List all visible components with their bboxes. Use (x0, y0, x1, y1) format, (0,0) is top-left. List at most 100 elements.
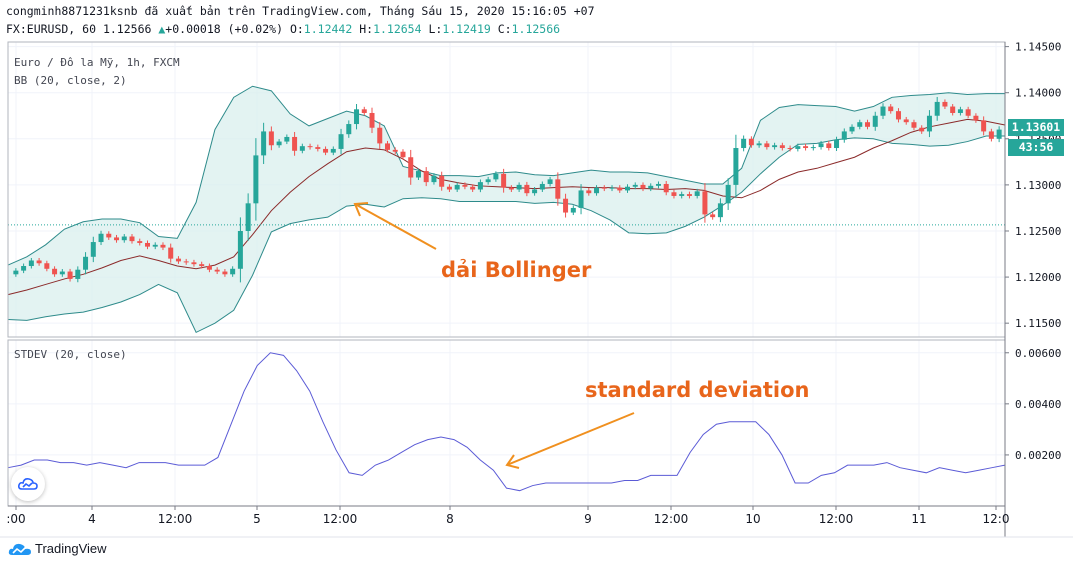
candle-body (988, 131, 994, 139)
candle-body (547, 179, 553, 184)
bollinger-annotation: dải Bollinger (441, 258, 592, 282)
candle-body (934, 101, 940, 116)
bb-indicator-label: BB (20, close, 2) (14, 74, 127, 87)
candle-body (555, 179, 561, 199)
candle-body (640, 184, 646, 189)
candle-body (508, 187, 514, 190)
candle-body (895, 111, 901, 120)
candle-body (361, 109, 367, 113)
candle-body (36, 260, 42, 264)
candle-body (222, 271, 228, 275)
candle-body (586, 190, 592, 194)
candle-body (919, 127, 925, 132)
x-tick-label: 10 (745, 512, 760, 526)
candle-body (462, 184, 468, 187)
candle-body (779, 145, 785, 149)
lower-band-line (7, 135, 1005, 334)
candle-body (865, 122, 871, 127)
last-price-tag: 1.13601 (1008, 119, 1064, 136)
main-y-tick-label: 1.13000 (1015, 179, 1061, 192)
publish-info: congminh8871231ksnb đã xuất bản trên Tra… (6, 4, 595, 18)
stdev-line (7, 352, 1006, 492)
main-y-tick-label: 1.14000 (1015, 87, 1061, 100)
candle-body (996, 129, 1002, 139)
x-tick-label: 9 (584, 512, 592, 526)
candle-body (384, 143, 390, 150)
main-y-tick-label: 1.12000 (1015, 271, 1061, 284)
candle-body (199, 264, 205, 267)
candle-body (292, 136, 298, 151)
candle-body (841, 131, 847, 140)
candle-body (965, 109, 971, 116)
bollinger-arrow-shaft (354, 203, 437, 250)
candle-body (911, 122, 917, 128)
candle-body (284, 136, 290, 142)
band-fill (8, 86, 1005, 333)
close-value: 1.12566 (511, 22, 561, 36)
candle-body (400, 151, 406, 158)
candle-body (307, 146, 313, 148)
candle-body (106, 233, 112, 238)
high-label: H: (359, 22, 374, 36)
candle-body (648, 185, 654, 189)
candle-body (369, 112, 375, 128)
current-price: 1.12566 (102, 22, 152, 36)
main-y-tick-label: 1.11500 (1015, 317, 1061, 330)
candle-body (632, 184, 638, 187)
candle-body (98, 233, 104, 243)
candle-body (973, 115, 979, 121)
candle-body (942, 101, 948, 107)
candle-body (888, 106, 894, 112)
candle-body (834, 139, 840, 149)
candle-body (717, 203, 723, 218)
candle-body (570, 207, 576, 213)
candle-body (152, 244, 158, 247)
candle-body (13, 270, 19, 275)
candle-body (539, 183, 545, 190)
candle-body (253, 155, 259, 204)
up-arrow-icon: ▲ (158, 22, 166, 36)
x-tick-label: 12:00 (819, 512, 854, 526)
candle-body (67, 271, 73, 279)
publish-info-text: congminh8871231ksnb đã xuất bản trên Tra… (6, 4, 595, 18)
tradingview-logo[interactable]: TradingView (8, 541, 107, 556)
upper-band-line (7, 85, 1005, 266)
candle-body (578, 190, 584, 208)
candle-body (446, 186, 452, 190)
stdev-arrow-shaft (506, 412, 635, 466)
tradingview-cloud-icon (8, 543, 32, 555)
candle-body (849, 126, 855, 132)
stdev-arrow-head (505, 454, 520, 469)
candle-body (470, 186, 476, 190)
candle-body (609, 187, 615, 189)
candle-body (245, 203, 251, 231)
instrument-label: Euro / Đô la Mỹ, 1h, FXCM (14, 56, 180, 69)
x-tick-label: 12:0 (983, 512, 1010, 526)
candle-body (168, 247, 174, 259)
candle-body (83, 256, 89, 270)
candle-body (663, 183, 669, 193)
candle-body (439, 175, 445, 187)
x-tick-label: 11 (911, 512, 926, 526)
candle-body (175, 258, 181, 262)
candle-body (354, 109, 360, 125)
candle-body (679, 194, 685, 196)
candle-body (137, 241, 143, 243)
cloud-icon-button[interactable] (11, 467, 45, 501)
candle-body (114, 237, 120, 241)
main-y-tick-label: 1.12500 (1015, 225, 1061, 238)
candle-body (237, 230, 243, 269)
candle-body (810, 147, 816, 149)
candle-body (981, 120, 987, 132)
candle-body (803, 146, 809, 149)
open-label: O: (289, 22, 304, 36)
candle-body (44, 263, 50, 269)
candle-body (230, 268, 236, 275)
price-change: +0.00018 (+0.02%) (165, 22, 283, 36)
candle-body (477, 182, 483, 190)
tradingview-logo-text: TradingView (35, 541, 107, 556)
candle-body (795, 146, 801, 149)
candle-body (741, 138, 747, 149)
candle-body (857, 122, 863, 127)
